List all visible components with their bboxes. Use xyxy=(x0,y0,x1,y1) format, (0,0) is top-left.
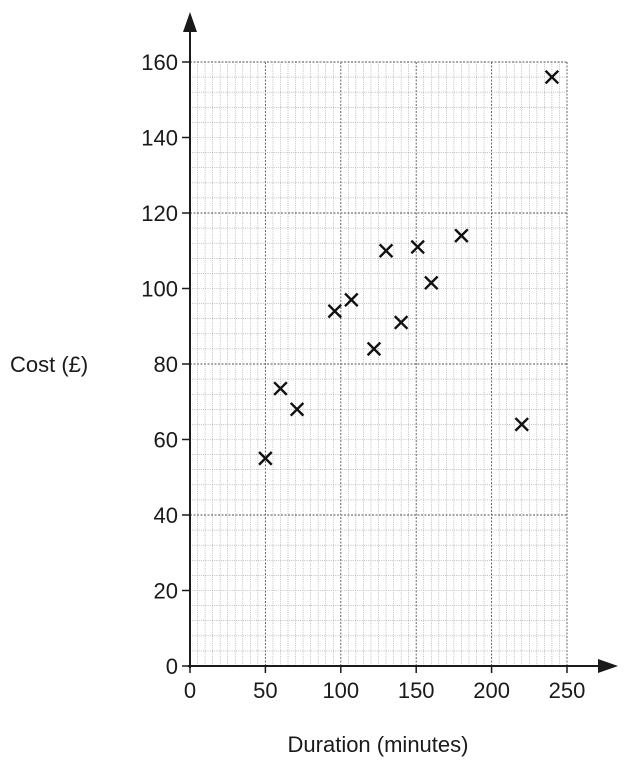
y-tick-label: 80 xyxy=(154,352,178,377)
data-point xyxy=(410,239,425,255)
data-points xyxy=(258,69,560,466)
y-tick-label: 0 xyxy=(166,654,178,679)
data-point-stroke xyxy=(393,315,409,330)
data-point-stroke xyxy=(514,417,529,432)
data-point xyxy=(258,451,273,466)
data-point xyxy=(378,243,394,258)
data-point-stroke xyxy=(454,228,469,243)
x-tick-label: 150 xyxy=(398,678,435,703)
tick-labels: 0 50 100 150 200 250 0 20 40 60 80 100 120 140 160 xyxy=(141,50,585,703)
y-tick-label: 60 xyxy=(154,428,178,453)
x-tick-label: 200 xyxy=(473,678,510,703)
data-point xyxy=(273,381,288,396)
data-point xyxy=(544,69,560,85)
data-point-stroke xyxy=(258,451,273,466)
data-point xyxy=(424,275,439,291)
data-point-stroke xyxy=(544,69,560,85)
x-tick-label: 100 xyxy=(322,678,359,703)
data-point-stroke xyxy=(327,303,342,319)
data-point-stroke xyxy=(410,239,425,255)
data-point xyxy=(514,417,529,432)
data-point-stroke xyxy=(366,341,382,357)
x-tick-label: 250 xyxy=(549,678,586,703)
x-axis-arrow xyxy=(598,659,618,673)
grid xyxy=(189,61,568,667)
y-tick-label: 120 xyxy=(141,201,178,226)
data-point xyxy=(366,341,382,357)
data-point xyxy=(327,303,342,319)
data-point xyxy=(289,402,305,417)
y-tick-label: 140 xyxy=(141,126,178,151)
data-point xyxy=(454,228,469,243)
y-tick-label: 20 xyxy=(154,579,178,604)
data-point xyxy=(393,315,409,330)
data-point xyxy=(344,292,359,308)
data-point-stroke xyxy=(289,402,305,417)
axes xyxy=(182,12,618,673)
data-point-stroke xyxy=(344,292,359,308)
x-tick-label: 0 xyxy=(184,678,196,703)
y-tick-label: 160 xyxy=(141,50,178,75)
y-axis-arrow xyxy=(183,12,197,32)
y-axis-title: Cost (£) xyxy=(10,352,88,377)
y-tick-label: 100 xyxy=(141,277,178,302)
x-tick-label: 50 xyxy=(253,678,277,703)
x-axis-title: Duration (minutes) xyxy=(288,732,469,757)
data-point-stroke xyxy=(273,381,288,396)
data-point-stroke xyxy=(378,243,394,258)
data-point-stroke xyxy=(424,275,439,291)
y-tick-label: 40 xyxy=(154,503,178,528)
